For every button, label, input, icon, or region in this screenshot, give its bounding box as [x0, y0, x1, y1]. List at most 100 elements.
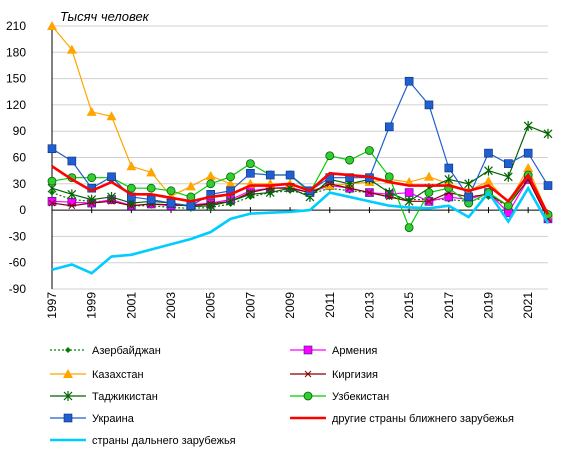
data-point [47, 176, 57, 186]
legend-item: Узбекистан [290, 391, 389, 403]
y-tick-label: 30 [13, 177, 27, 191]
x-tick-label: 2003 [164, 292, 178, 319]
unit-label: Тысяч человек [60, 9, 150, 24]
series-line [51, 125, 549, 208]
data-point [68, 202, 76, 210]
data-point [206, 190, 216, 199]
data-point [206, 179, 216, 189]
data-point [523, 163, 534, 173]
data-point [146, 167, 157, 177]
data-point [484, 148, 493, 158]
series-4 [47, 120, 553, 212]
legend-swatch-marker [63, 413, 73, 423]
data-point [146, 195, 156, 204]
data-point [107, 191, 116, 202]
data-point [503, 171, 513, 182]
data-point [365, 146, 374, 155]
y-tick-label: 180 [6, 45, 26, 59]
data-point [384, 187, 394, 198]
data-point [107, 172, 116, 182]
legend: Азербайджан Армения Казахстан Киргизия Таджи… [50, 345, 514, 447]
data-point [245, 189, 255, 200]
data-point [543, 128, 553, 139]
y-tick-label: -60 [9, 256, 27, 270]
legend-item: Азербайджан [50, 345, 161, 357]
data-point [444, 174, 454, 185]
data-point [225, 178, 236, 188]
data-point [47, 144, 57, 154]
legend-label: Таджикистан [92, 391, 158, 403]
data-point [483, 176, 494, 186]
data-point [126, 183, 136, 193]
data-point [464, 178, 474, 189]
series-line [51, 185, 550, 275]
data-point [67, 156, 77, 166]
data-point [345, 173, 354, 182]
data-point [404, 188, 414, 197]
x-tick-label: 2005 [204, 292, 218, 319]
data-point [205, 170, 216, 180]
data-point [166, 186, 176, 196]
legend-swatch-marker [303, 345, 313, 355]
data-point [245, 159, 255, 169]
data-point [366, 189, 373, 196]
legend-swatch-marker [63, 391, 73, 401]
legend-item: другие страны ближнего зарубежья [290, 413, 514, 425]
data-point [464, 192, 473, 202]
data-point [66, 44, 77, 54]
legend-label: Азербайджан [92, 345, 161, 357]
data-point [285, 170, 295, 180]
y-tick-label: 210 [6, 19, 26, 33]
data-point [67, 189, 77, 200]
data-point [48, 199, 56, 207]
x-tick-label: 2013 [362, 292, 376, 319]
y-tick-label: 120 [6, 98, 26, 112]
data-point [504, 159, 513, 168]
data-point [206, 200, 216, 211]
data-point [87, 173, 97, 183]
data-point [423, 171, 434, 181]
data-point [424, 100, 434, 110]
data-point [543, 181, 553, 190]
data-point [265, 187, 275, 198]
legend-swatch-marker [303, 391, 313, 401]
data-point [166, 198, 176, 208]
data-point [226, 172, 235, 182]
x-tick-label: 2015 [402, 292, 416, 319]
data-point [146, 183, 156, 193]
data-point [185, 181, 196, 191]
data-point [484, 165, 493, 176]
legend-label: Узбекистан [332, 391, 389, 403]
x-tick-label: 2007 [243, 292, 257, 319]
data-point [324, 180, 335, 190]
legend-item: Украина [50, 413, 135, 425]
legend-item: Казахстан [50, 369, 144, 381]
x-tick-label: 2021 [521, 292, 535, 319]
data-point [47, 21, 57, 30]
x-tick-label: 1997 [45, 292, 59, 319]
legend-swatch-marker [304, 370, 312, 378]
data-point [86, 106, 97, 116]
data-point [523, 148, 533, 158]
legend-item: Армения [290, 345, 377, 357]
y-tick-label: 0 [19, 203, 26, 217]
y-tick-label: -30 [9, 229, 27, 243]
legend-label: страны дальнего зарубежья [92, 435, 236, 447]
legend-label: Киргизия [332, 369, 378, 381]
legend-label: Армения [332, 345, 377, 357]
legend-item: Киргизия [290, 369, 378, 381]
data-point [523, 120, 533, 131]
y-tick-label: -90 [9, 282, 27, 296]
series-group [47, 21, 553, 275]
legend-label: другие страны ближнего зарубежья [332, 413, 514, 425]
gridlines [51, 25, 548, 290]
legend-item: Таджикистан [50, 391, 158, 403]
x-tick-label: 2011 [323, 292, 337, 318]
data-point [126, 161, 137, 171]
data-point [345, 155, 355, 165]
series-6 [47, 76, 553, 211]
data-point [106, 111, 117, 121]
legend-label: Казахстан [92, 369, 144, 381]
y-tick-label: 60 [13, 151, 27, 165]
